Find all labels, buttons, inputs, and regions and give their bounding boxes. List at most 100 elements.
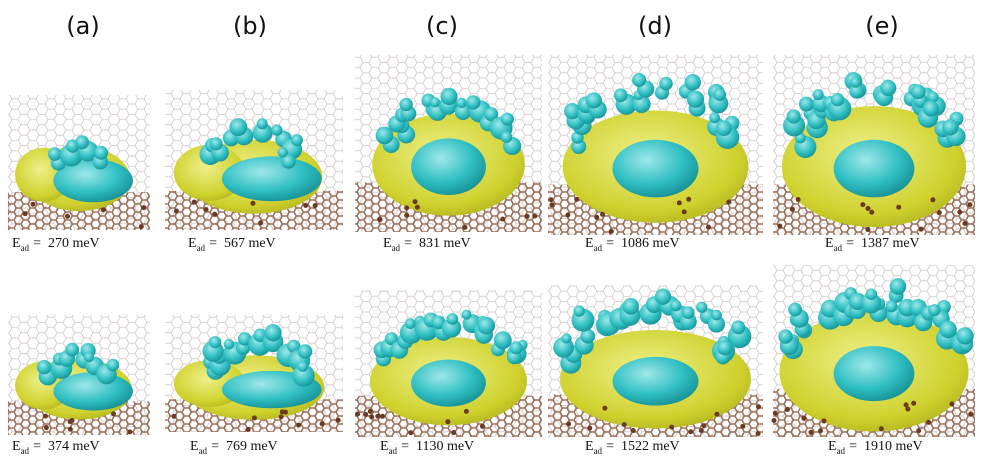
cyan-lobe — [880, 80, 896, 96]
carbon-atom — [212, 212, 217, 217]
carbon-atom — [714, 412, 719, 417]
carbon-atom — [549, 202, 554, 207]
carbon-atom — [772, 418, 777, 423]
cyan-lobe — [399, 98, 412, 111]
carbon-atom — [445, 419, 450, 424]
carbon-atom — [622, 422, 627, 427]
energy-value: = 1130 meV — [401, 439, 474, 454]
carbon-atom — [525, 214, 530, 219]
cyan-lobe — [716, 120, 732, 136]
density-image — [355, 290, 542, 437]
carbon-atom — [566, 422, 571, 427]
cyan-lobe — [264, 324, 281, 341]
carbon-atom — [44, 425, 49, 430]
carbon-atom — [532, 214, 537, 219]
density-image — [548, 285, 763, 437]
carbon-atom — [31, 202, 36, 207]
carbon-atom — [916, 428, 921, 433]
carbon-atom — [451, 430, 456, 435]
cyan-lobe — [682, 306, 695, 319]
energy-subscript: ad — [21, 243, 30, 253]
carbon-atom — [869, 210, 874, 215]
adsorption-energy: Ead= 1387 meV — [825, 236, 920, 253]
carbon-atom — [68, 427, 73, 432]
adsorption-energy: Ead= 831 meV — [383, 236, 471, 253]
cyan-lobe — [942, 119, 958, 135]
carbon-atom — [192, 200, 197, 205]
carbon-atom — [865, 206, 870, 211]
cyan-lobe — [813, 89, 824, 100]
cyan-lobe — [494, 331, 512, 349]
cyan-lobe — [278, 147, 288, 157]
carbon-atom — [368, 409, 373, 414]
carbon-atom — [296, 423, 301, 428]
cyan-lobe — [778, 329, 792, 343]
cyan-lobe — [510, 341, 523, 354]
energy-symbol: E — [380, 439, 389, 454]
cyan-density — [411, 138, 486, 195]
cyan-lobe — [65, 343, 79, 357]
energy-subscript: ad — [594, 243, 603, 253]
adsorption-energy: Ead= 1130 meV — [380, 439, 474, 456]
carbon-atom — [279, 414, 284, 419]
cyan-lobe — [586, 92, 602, 108]
density-image — [355, 55, 542, 232]
cyan-lobe — [885, 300, 897, 312]
carbon-atom — [500, 217, 505, 222]
cyan-lobe — [713, 88, 726, 101]
carbon-atom — [246, 427, 251, 432]
carbon-atom — [967, 202, 972, 207]
cyan-lobe — [632, 73, 646, 87]
carbon-atom — [23, 211, 28, 216]
cyan-lobe — [622, 298, 639, 315]
carbon-atom — [174, 208, 179, 213]
carbon-atom — [141, 205, 146, 210]
cyan-lobe — [107, 359, 120, 372]
cyan-lobe — [440, 88, 457, 105]
carbon-atom — [905, 407, 910, 412]
cyan-lobe — [297, 361, 308, 372]
cyan-lobe — [717, 340, 732, 355]
density-image — [165, 315, 343, 432]
carbon-atom — [336, 418, 341, 423]
carbon-atom — [203, 207, 208, 212]
cyan-lobe — [94, 146, 108, 160]
cyan-lobe — [561, 333, 571, 343]
carbon-atom — [699, 428, 704, 433]
carbon-atom — [313, 203, 318, 208]
cyan-lobe — [866, 288, 877, 299]
carbon-atom — [480, 424, 485, 429]
cyan-lobe — [298, 344, 312, 358]
carbon-atom — [879, 426, 884, 431]
cyan-lobe — [405, 318, 416, 329]
carbon-atom — [682, 209, 687, 214]
energy-symbol: E — [825, 236, 834, 251]
energy-value: = 1086 meV — [606, 236, 680, 251]
energy-symbol: E — [188, 236, 197, 251]
carbon-atom — [785, 407, 790, 412]
energy-value: = 1522 meV — [606, 439, 680, 454]
carbon-atom — [415, 205, 420, 210]
carbon-atom — [172, 414, 177, 419]
cyan-lobe — [477, 317, 495, 335]
cyan-lobe — [655, 288, 671, 304]
carbon-atom — [896, 205, 901, 210]
carbon-atom — [43, 414, 48, 419]
panel-label: (d) — [638, 12, 672, 40]
carbon-atom — [957, 210, 962, 215]
cyan-lobe — [461, 310, 471, 320]
carbon-atom — [756, 431, 761, 436]
carbon-atom — [375, 414, 380, 419]
carbon-atom — [968, 411, 973, 416]
carbon-atom — [796, 197, 801, 202]
carbon-atom — [821, 418, 826, 423]
adsorption-energy: Ead= 769 meV — [190, 439, 278, 456]
carbon-atom — [377, 217, 382, 222]
carbon-atom — [801, 416, 806, 421]
carbon-atom — [677, 200, 682, 205]
cyan-lobe — [257, 118, 268, 129]
density-image — [165, 90, 343, 230]
adsorption-energy: Ead= 270 meV — [12, 236, 100, 253]
carbon-atom — [574, 197, 579, 202]
energy-value: = 270 meV — [33, 236, 100, 251]
